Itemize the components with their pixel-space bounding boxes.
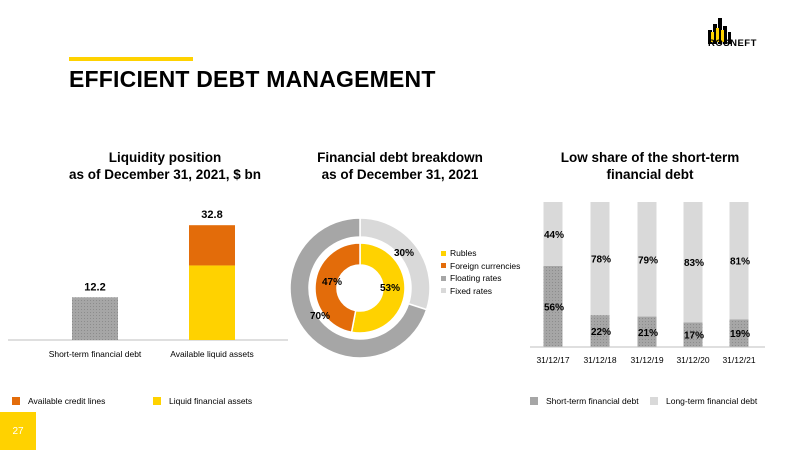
donut-slice-rubles bbox=[350, 242, 406, 334]
short-term-value-label: 17% bbox=[684, 331, 704, 342]
bar-short-term-financial-debt bbox=[72, 297, 118, 340]
donut-legend: Rubles Foreign currencies Floating rates… bbox=[441, 247, 520, 297]
bar-short-term bbox=[729, 319, 749, 347]
legend-label: Liquid financial assets bbox=[169, 396, 253, 406]
legend-swatch bbox=[650, 397, 658, 405]
short-term-value-label: 21% bbox=[638, 328, 658, 339]
category-label: 31/12/20 bbox=[676, 355, 709, 365]
long-term-value-label: 78% bbox=[591, 255, 611, 266]
debt-breakdown-chart-title: Financial debt breakdown as of December … bbox=[317, 150, 483, 182]
short-term-value-label: 22% bbox=[591, 327, 611, 338]
legend-item-fixed-rates: Fixed rates bbox=[441, 285, 520, 298]
legend-item-rubles: Rubles bbox=[441, 247, 520, 260]
bar-short-term bbox=[590, 315, 610, 347]
legend-item-available-credit-lines: Available credit lines bbox=[12, 396, 105, 406]
rosneft-logo-text: ROSNEFT bbox=[708, 38, 757, 49]
legend-item-foreign-currencies: Foreign currencies bbox=[441, 260, 520, 273]
long-term-value-label: 79% bbox=[638, 255, 658, 266]
bar-short-term bbox=[683, 322, 703, 347]
donut-value-label: 30% bbox=[394, 248, 414, 259]
donut-value-label: 53% bbox=[380, 283, 400, 294]
legend-item-liquid-financial-assets: Liquid financial assets bbox=[153, 396, 252, 406]
legend-item-floating-rates: Floating rates bbox=[441, 272, 520, 285]
legend-swatch bbox=[153, 397, 161, 405]
donut-slice-floating-rates bbox=[289, 217, 428, 359]
bar-long-term bbox=[590, 202, 610, 316]
bar-available-credit-lines bbox=[189, 225, 235, 266]
short-term-share-chart-title: Low share of the short-term financial de… bbox=[560, 150, 740, 182]
legend-item-long-term-financial-debt: Long-term financial debt bbox=[650, 396, 757, 406]
liquidity-chart: 12.2 32.8 Short-term financial debt Availab… bbox=[8, 209, 288, 359]
legend-item-short-term-financial-debt: Short-term financial debt bbox=[530, 396, 639, 406]
short-term-share-chart: 56% 44% 31/12/17 22% 78% 31/12/18 21% 79% 31/12/… bbox=[530, 202, 765, 365]
page-number: 27 bbox=[0, 412, 36, 450]
bar-short-term bbox=[637, 316, 657, 347]
category-label: 31/12/18 bbox=[583, 355, 616, 365]
category-label: Available liquid assets bbox=[170, 349, 253, 359]
bar-long-term bbox=[543, 202, 563, 266]
debt-breakdown-donut: 30% 53% 47% 70% bbox=[289, 217, 431, 359]
short-term-value-label: 19% bbox=[730, 329, 750, 340]
legend-label: Long-term financial debt bbox=[666, 396, 758, 406]
legend-label: Short-term financial debt bbox=[546, 396, 639, 406]
long-term-value-label: 83% bbox=[684, 258, 704, 269]
donut-value-label: 70% bbox=[310, 311, 330, 322]
total-label: 12.2 bbox=[84, 281, 105, 293]
bar-long-term bbox=[729, 202, 749, 320]
legend-label: Available credit lines bbox=[28, 396, 106, 406]
category-label: 31/12/19 bbox=[630, 355, 663, 365]
category-label: Short-term financial debt bbox=[49, 349, 142, 359]
long-term-value-label: 81% bbox=[730, 257, 750, 268]
title-accent-bar bbox=[69, 57, 193, 61]
legend-swatch bbox=[530, 397, 538, 405]
liquidity-chart-title: Liquidity position as of December 31, 20… bbox=[68, 150, 262, 182]
short-term-value-label: 56% bbox=[544, 302, 564, 313]
donut-slice-foreign-currencies bbox=[314, 242, 361, 334]
rosneft-logo-icon bbox=[708, 18, 731, 44]
bar-long-term bbox=[637, 202, 657, 317]
category-label: 31/12/17 bbox=[536, 355, 569, 365]
bar-long-term bbox=[683, 202, 703, 323]
page-title: EFFICIENT DEBT MANAGEMENT bbox=[69, 66, 436, 92]
legend-swatch bbox=[12, 397, 20, 405]
bar-liquid-financial-assets bbox=[189, 265, 235, 340]
donut-value-label: 47% bbox=[322, 277, 342, 288]
total-label: 32.8 bbox=[201, 209, 222, 221]
bar-short-term bbox=[543, 265, 563, 347]
category-label: 31/12/21 bbox=[722, 355, 755, 365]
long-term-value-label: 44% bbox=[544, 230, 564, 241]
